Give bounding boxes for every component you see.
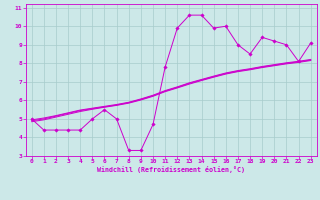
X-axis label: Windchill (Refroidissement éolien,°C): Windchill (Refroidissement éolien,°C) <box>97 166 245 173</box>
